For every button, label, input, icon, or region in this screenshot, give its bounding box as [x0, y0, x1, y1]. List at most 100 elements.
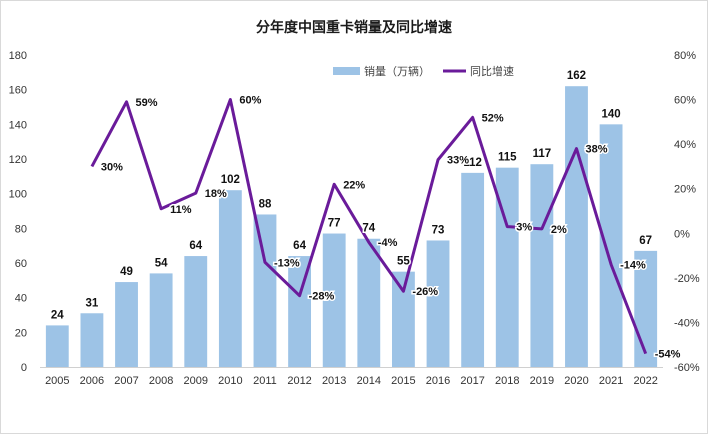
x-tick-label: 2011 [253, 375, 277, 387]
x-tick-label: 2006 [80, 375, 104, 387]
y-left-tick-label: 180 [9, 50, 27, 62]
y-right-tick-label: 40% [674, 139, 696, 151]
y-left-tick-label: 160 [9, 85, 27, 97]
bar [45, 325, 69, 367]
bar [80, 313, 104, 367]
y-right-tick-label: 20% [674, 184, 696, 196]
bar-value-label: 49 [120, 266, 133, 278]
x-tick-label: 2010 [218, 375, 242, 387]
y-left-tick-label: 20 [15, 327, 27, 339]
bar-value-label: 115 [498, 152, 517, 164]
bar-value-label: 67 [639, 235, 652, 247]
y-left-tick-label: 120 [9, 154, 27, 166]
x-tick-label: 2020 [564, 375, 588, 387]
x-tick-label: 2022 [633, 375, 657, 387]
y-left-tick-label: 0 [21, 362, 27, 374]
bar [461, 172, 485, 367]
y-right-tick-label: -20% [674, 273, 700, 285]
bar-value-label: 55 [397, 256, 410, 268]
legend-label-line: 同比增速 [470, 64, 514, 78]
bar [218, 190, 242, 367]
growth-value-label: 3% [516, 222, 532, 234]
growth-value-label: 33% [447, 155, 469, 167]
bar [149, 273, 173, 367]
y-left-tick-label: 60 [15, 258, 27, 270]
bar [184, 256, 208, 367]
growth-value-label: 30% [101, 161, 123, 173]
x-tick-label: 2018 [495, 375, 519, 387]
bar [322, 233, 346, 367]
growth-value-label: -28% [309, 291, 335, 303]
growth-value-label: -26% [412, 286, 438, 298]
bar [288, 256, 312, 367]
growth-value-label: -14% [620, 259, 646, 271]
bar-value-label: 117 [533, 148, 552, 160]
bar-value-label: 77 [328, 218, 341, 230]
legend-label-bar: 销量（万辆） [364, 64, 430, 78]
y-left-tick-label: 40 [15, 293, 27, 305]
x-tick-label: 2012 [287, 375, 311, 387]
growth-value-label: 60% [239, 95, 261, 107]
growth-line [90, 98, 648, 355]
bar-value-label: 64 [189, 240, 202, 252]
x-tick-label: 2017 [460, 375, 484, 387]
growth-value-label: 38% [585, 144, 607, 156]
bar-value-label: 74 [362, 223, 375, 235]
bar [253, 214, 277, 367]
x-tick-label: 2008 [149, 375, 173, 387]
y-right-tick-label: 80% [674, 50, 696, 62]
y-right-tick-label: -40% [674, 317, 700, 329]
bar [495, 167, 519, 367]
bar-value-label: 73 [432, 224, 445, 236]
growth-value-label: 59% [136, 97, 158, 109]
y-axis-left: 0 20 40 60 80 100 120 140 160 180 [9, 50, 27, 374]
y-right-tick-label: -60% [674, 362, 700, 374]
x-tick-label: 2021 [599, 375, 623, 387]
y-left-tick-label: 140 [9, 119, 27, 131]
line-series [90, 98, 648, 355]
bar [115, 282, 138, 367]
growth-value-label: -4% [378, 237, 398, 249]
growth-value-label: 18% [205, 188, 227, 200]
x-tick-label: 2005 [45, 375, 69, 387]
legend-swatch-bar [333, 67, 360, 75]
chart-title: 分年度中国重卡销量及同比增速 [256, 19, 452, 36]
y-left-tick-label: 100 [9, 189, 27, 201]
growth-value-label: 2% [551, 224, 567, 236]
bar [565, 86, 588, 367]
growth-value-label: 52% [482, 112, 504, 124]
bar-value-label: 112 [463, 157, 482, 169]
bar [530, 164, 554, 367]
bar [357, 238, 381, 367]
x-tick-label: 2016 [426, 375, 450, 387]
x-tick-label: 2009 [184, 375, 208, 387]
pct-labels: 30% 59% 11% 18% 60% -13% -28% 22% -4% -26% 33% 52% 3… [99, 93, 682, 362]
bar [599, 124, 623, 367]
growth-value-label: -54% [655, 349, 681, 361]
x-tick-label: 2007 [114, 375, 138, 387]
x-axis: 2005 2006 2007 2008 2009 2010 2011 2012 2013 2014… [45, 375, 658, 387]
growth-value-label: 11% [170, 204, 192, 216]
growth-value-label: 22% [343, 179, 365, 191]
y-right-tick-label: 0% [674, 228, 690, 240]
bar-value-label: 64 [293, 240, 306, 252]
x-tick-label: 2015 [391, 375, 415, 387]
y-left-tick-label: 80 [15, 223, 27, 235]
x-tick-label: 2019 [530, 375, 554, 387]
bar-labels: 24 31 49 54 64 102 88 64 77 74 55 73 112 115 117 162 140… [49, 69, 653, 323]
y-right-tick-label: 60% [674, 95, 696, 107]
growth-value-label: -13% [274, 257, 300, 269]
x-tick-label: 2014 [357, 375, 381, 387]
legend: 销量（万辆） 同比增速 [333, 64, 514, 78]
x-tick-label: 2013 [322, 375, 346, 387]
bar-value-label: 31 [86, 297, 99, 309]
bar-value-label: 24 [51, 309, 64, 321]
bar-value-label: 102 [221, 174, 240, 186]
bar-value-label: 54 [155, 257, 168, 269]
bar-value-label: 162 [567, 70, 586, 82]
y-axis-right: -60% -40% -20% 0% 20% 40% 60% 80% [674, 50, 700, 374]
bar [426, 240, 450, 367]
bar-value-label: 140 [601, 108, 620, 120]
bar [391, 271, 415, 367]
